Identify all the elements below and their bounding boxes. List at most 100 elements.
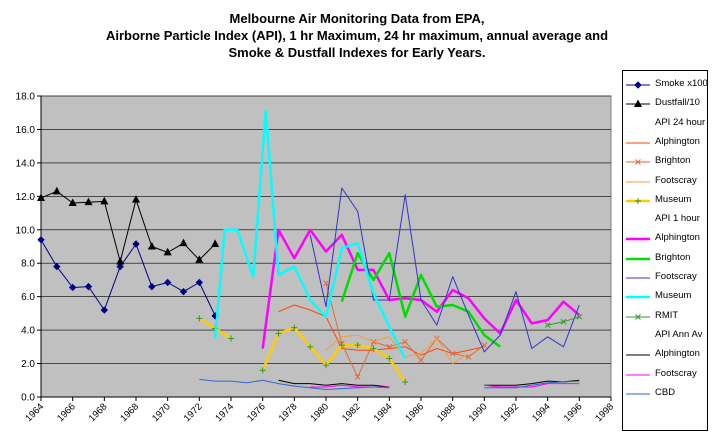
- legend-swatch: [626, 197, 650, 204]
- data-point: [116, 256, 125, 265]
- chart-title-line-3: Smoke & Dustfall Indexes for Early Years…: [228, 45, 486, 60]
- y-tick-label: 2.0: [21, 359, 35, 370]
- legend-label: Alphington: [655, 348, 700, 360]
- data-point: [68, 283, 77, 292]
- y-tick-label: 10.0: [16, 225, 36, 236]
- data-point: [211, 239, 220, 247]
- data-point: [147, 241, 156, 250]
- legend-label: Smoke x100: [655, 78, 708, 89]
- series-10: [309, 187, 580, 353]
- y-tick-label: 0.0: [21, 393, 35, 404]
- legend-label: Footscray: [655, 367, 697, 379]
- data-point: [163, 247, 172, 256]
- data-point: [386, 355, 393, 362]
- series-0: [37, 236, 219, 320]
- legend-label: Museum: [655, 290, 692, 302]
- legend: Smoke x100 Dustfall/10 API 24 hour Alphingt…: [622, 70, 708, 431]
- x-tick-label: 1998: [593, 401, 616, 424]
- data-point: [116, 262, 124, 271]
- legend-header: API 24 hour: [623, 116, 709, 132]
- data-point: [36, 193, 46, 202]
- data-point: [418, 357, 424, 364]
- x-tick-label: 1984: [372, 401, 395, 424]
- legend-label: API Ann Av: [655, 328, 703, 340]
- legend-swatch: [626, 238, 650, 241]
- legend-swatch: [626, 81, 650, 89]
- data-point: [179, 287, 188, 296]
- legend-item: Dustfall/10: [623, 96, 709, 112]
- legend-label: API 24 hour: [655, 116, 706, 128]
- series-11: [213, 109, 407, 360]
- legend-label: Brighton: [655, 251, 691, 263]
- data-point: [354, 342, 361, 349]
- series-line: [213, 109, 407, 360]
- legend-item: Alphington: [623, 347, 709, 363]
- x-tick-label: 1972: [182, 401, 205, 424]
- legend-item: Smoke x100: [623, 77, 709, 93]
- legend-label: API 1 hour: [655, 213, 700, 225]
- legend-item: Footscray: [623, 367, 709, 383]
- data-point: [52, 186, 61, 195]
- data-point: [465, 354, 472, 360]
- y-tick-label: 14.0: [16, 158, 36, 169]
- x-tick-label: 1980: [308, 401, 331, 424]
- legend-item: CBD: [623, 386, 709, 402]
- series-line: [325, 334, 469, 365]
- data-point: [148, 282, 156, 291]
- data-point: [195, 255, 204, 263]
- x-tick-label: 1974: [213, 401, 236, 424]
- data-point: [275, 330, 282, 337]
- data-point: [402, 378, 409, 385]
- legend-label: Museum: [655, 193, 692, 205]
- data-point: [84, 282, 93, 291]
- series-16: [199, 378, 580, 390]
- series-12: [544, 313, 583, 328]
- legend-label: CBD: [655, 386, 676, 398]
- data-point: [323, 362, 329, 369]
- legend-item: Alphington: [623, 231, 709, 247]
- legend-item: Museum: [623, 193, 709, 209]
- chart-title-line-2: Airborne Particle Index (API), 1 hr Maxi…: [105, 28, 609, 43]
- legend-item: Brighton: [623, 251, 709, 267]
- x-axis: 1964 1966 1968 1968 1970 1972 1974 1976 1978 1980…: [23, 396, 648, 424]
- legend-item: Footscray: [623, 174, 709, 190]
- data-point: [323, 280, 329, 287]
- x-tick-label: 1968: [87, 401, 110, 424]
- legend-swatch: [626, 99, 650, 108]
- data-point: [370, 345, 377, 352]
- legend-item: Alphington: [623, 135, 709, 151]
- x-tick-label: 1968: [118, 401, 141, 424]
- data-point: [228, 335, 234, 342]
- x-tick-label: 1986: [403, 401, 426, 424]
- x-tick-label: 1978: [277, 401, 300, 424]
- legend-swatch: [626, 313, 650, 320]
- data-point: [84, 197, 93, 206]
- x-tick-label: 1996: [562, 401, 585, 424]
- plot-area: [40, 95, 612, 398]
- data-point: [196, 315, 203, 322]
- legend-item: Footscray: [623, 270, 709, 286]
- legend-label: Footscray: [655, 174, 697, 186]
- data-point: [307, 343, 314, 350]
- series-line: [40, 239, 216, 317]
- series-line: [309, 187, 580, 353]
- series-line: [278, 304, 485, 356]
- y-tick-label: 12.0: [16, 192, 36, 203]
- legend-label: RMIT: [655, 309, 679, 321]
- data-point: [635, 159, 641, 166]
- legend-header: API 1 hour: [623, 212, 709, 228]
- data-point: [37, 236, 45, 244]
- legend-swatch: [626, 296, 650, 299]
- data-point: [544, 322, 551, 328]
- chart-title-line-1: Melbourne Air Monitoring Data from EPA,: [229, 11, 485, 26]
- data-point: [635, 313, 641, 320]
- series-line: [199, 378, 580, 390]
- data-point: [100, 306, 109, 314]
- y-tick-label: 4.0: [21, 326, 35, 337]
- y-tick-label: 16.0: [16, 125, 36, 136]
- data-point: [195, 278, 204, 287]
- data-point: [291, 324, 298, 331]
- data-point: [449, 350, 456, 357]
- y-axis: 0.0 2.0 4.0 6.0 8.0 10.0 12.0 14.0 16.0 18.0: [16, 92, 42, 404]
